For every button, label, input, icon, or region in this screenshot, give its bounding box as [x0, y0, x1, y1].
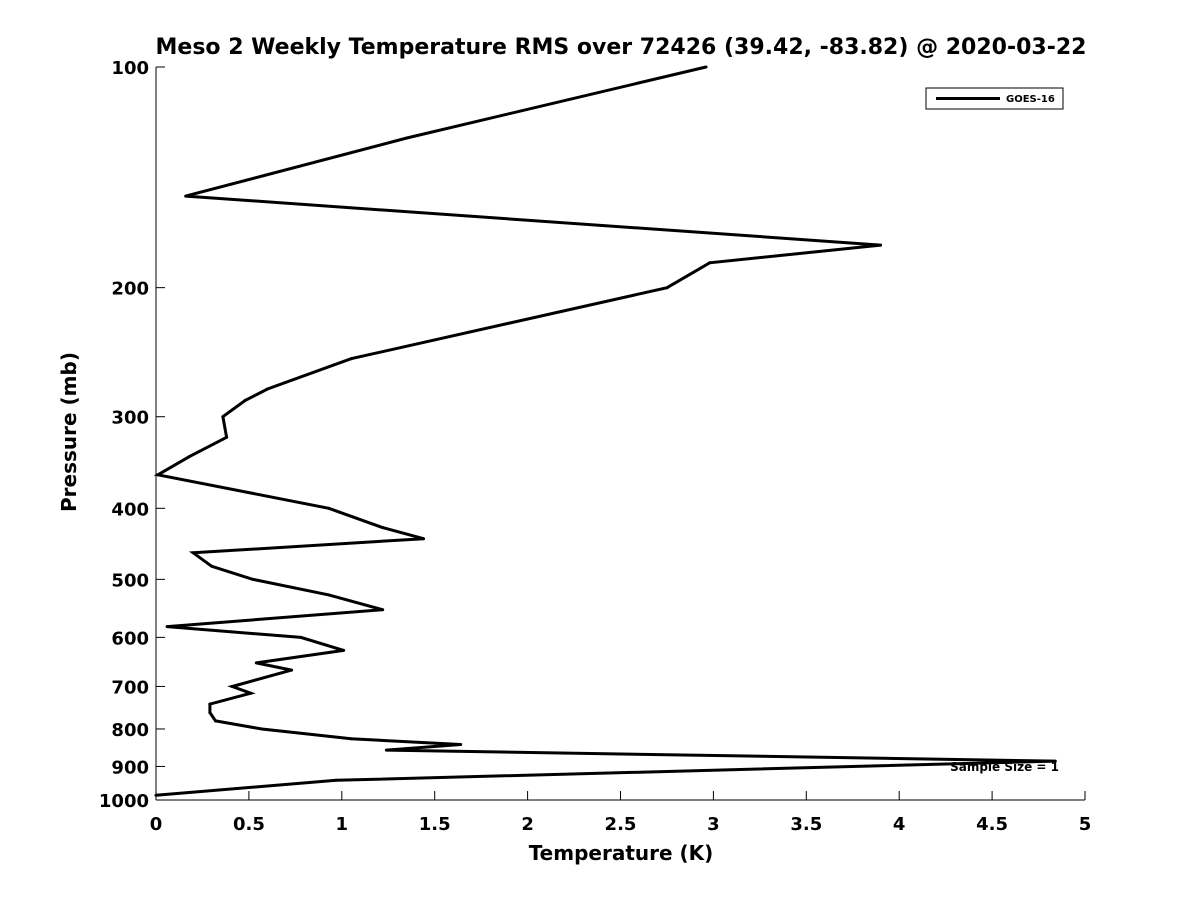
x-tick-label: 3 — [707, 814, 720, 835]
data-point — [243, 398, 247, 402]
y-tick-label: 200 — [111, 279, 149, 300]
x-tick-label: 2.5 — [605, 814, 637, 835]
data-point — [299, 635, 303, 639]
data-point — [381, 608, 385, 612]
legend: GOES-16 — [925, 87, 1064, 110]
x-axis: 0 0.5 1 1.5 2 2.5 3 3.5 4 4.5 5 — [150, 791, 1092, 835]
data-point — [208, 711, 212, 715]
data-point — [260, 727, 264, 731]
y-tick-label: 500 — [111, 570, 149, 591]
data-point — [384, 748, 388, 752]
data-point — [210, 564, 214, 568]
data-point — [214, 719, 217, 723]
y-tick-label: 800 — [111, 720, 149, 741]
data-point — [708, 261, 712, 265]
data-point — [266, 387, 269, 391]
data-point — [208, 702, 212, 706]
data-point — [254, 661, 258, 665]
data-point — [422, 537, 426, 541]
series-line-goes-16 — [153, 65, 1056, 797]
data-point — [405, 136, 409, 140]
data-point — [459, 743, 463, 746]
data-point — [327, 506, 331, 510]
data-point — [349, 737, 353, 741]
y-axis: 100 200 300 400 500 600 700 800 900 1000 — [99, 58, 165, 812]
x-tick-label: 2 — [521, 814, 534, 835]
x-tick-label: 0.5 — [233, 814, 265, 835]
data-point — [230, 685, 234, 688]
data-point — [349, 357, 353, 361]
data-point — [704, 65, 708, 69]
y-tick-label: 600 — [111, 628, 149, 649]
x-tick-label: 1.5 — [419, 814, 451, 835]
data-point — [381, 526, 385, 530]
plot-area — [155, 67, 1085, 801]
y-tick-label: 900 — [111, 757, 149, 778]
data-point — [290, 668, 294, 672]
x-tick-label: 4.5 — [976, 814, 1008, 835]
x-tick-label: 3.5 — [790, 814, 822, 835]
x-tick-label: 1 — [336, 814, 349, 835]
x-axis-label: Temperature (K) — [529, 841, 714, 865]
x-tick-label: 0 — [150, 814, 163, 835]
data-point — [187, 455, 191, 459]
y-axis-label: Pressure (mb) — [57, 352, 81, 512]
data-point — [184, 194, 188, 198]
x-tick-label: 4 — [893, 814, 906, 835]
data-point — [156, 473, 160, 477]
x-tick-label: 5 — [1079, 814, 1092, 835]
data-point — [165, 625, 169, 629]
data-point — [249, 691, 253, 695]
data-point — [342, 648, 346, 652]
y-tick-label: 400 — [111, 499, 149, 520]
data-point — [879, 243, 883, 247]
data-point — [334, 778, 338, 782]
sample-size-annotation: Sample Size = 1 — [950, 760, 1059, 774]
chart-title: Meso 2 Weekly Temperature RMS over 72426… — [156, 35, 1087, 60]
data-point — [251, 577, 255, 581]
legend-label-goes-16: GOES-16 — [1006, 94, 1055, 105]
data-point — [327, 593, 331, 597]
y-tick-label: 1000 — [99, 791, 149, 812]
data-point — [221, 415, 225, 419]
data-point — [191, 551, 195, 555]
y-tick-label: 100 — [111, 58, 149, 79]
data-point — [154, 793, 158, 797]
series-layer — [153, 65, 1057, 797]
y-tick-label: 300 — [111, 408, 149, 429]
data-point — [1053, 759, 1057, 763]
data-point — [225, 435, 229, 439]
y-tick-label: 700 — [111, 677, 149, 698]
data-point — [665, 286, 669, 290]
